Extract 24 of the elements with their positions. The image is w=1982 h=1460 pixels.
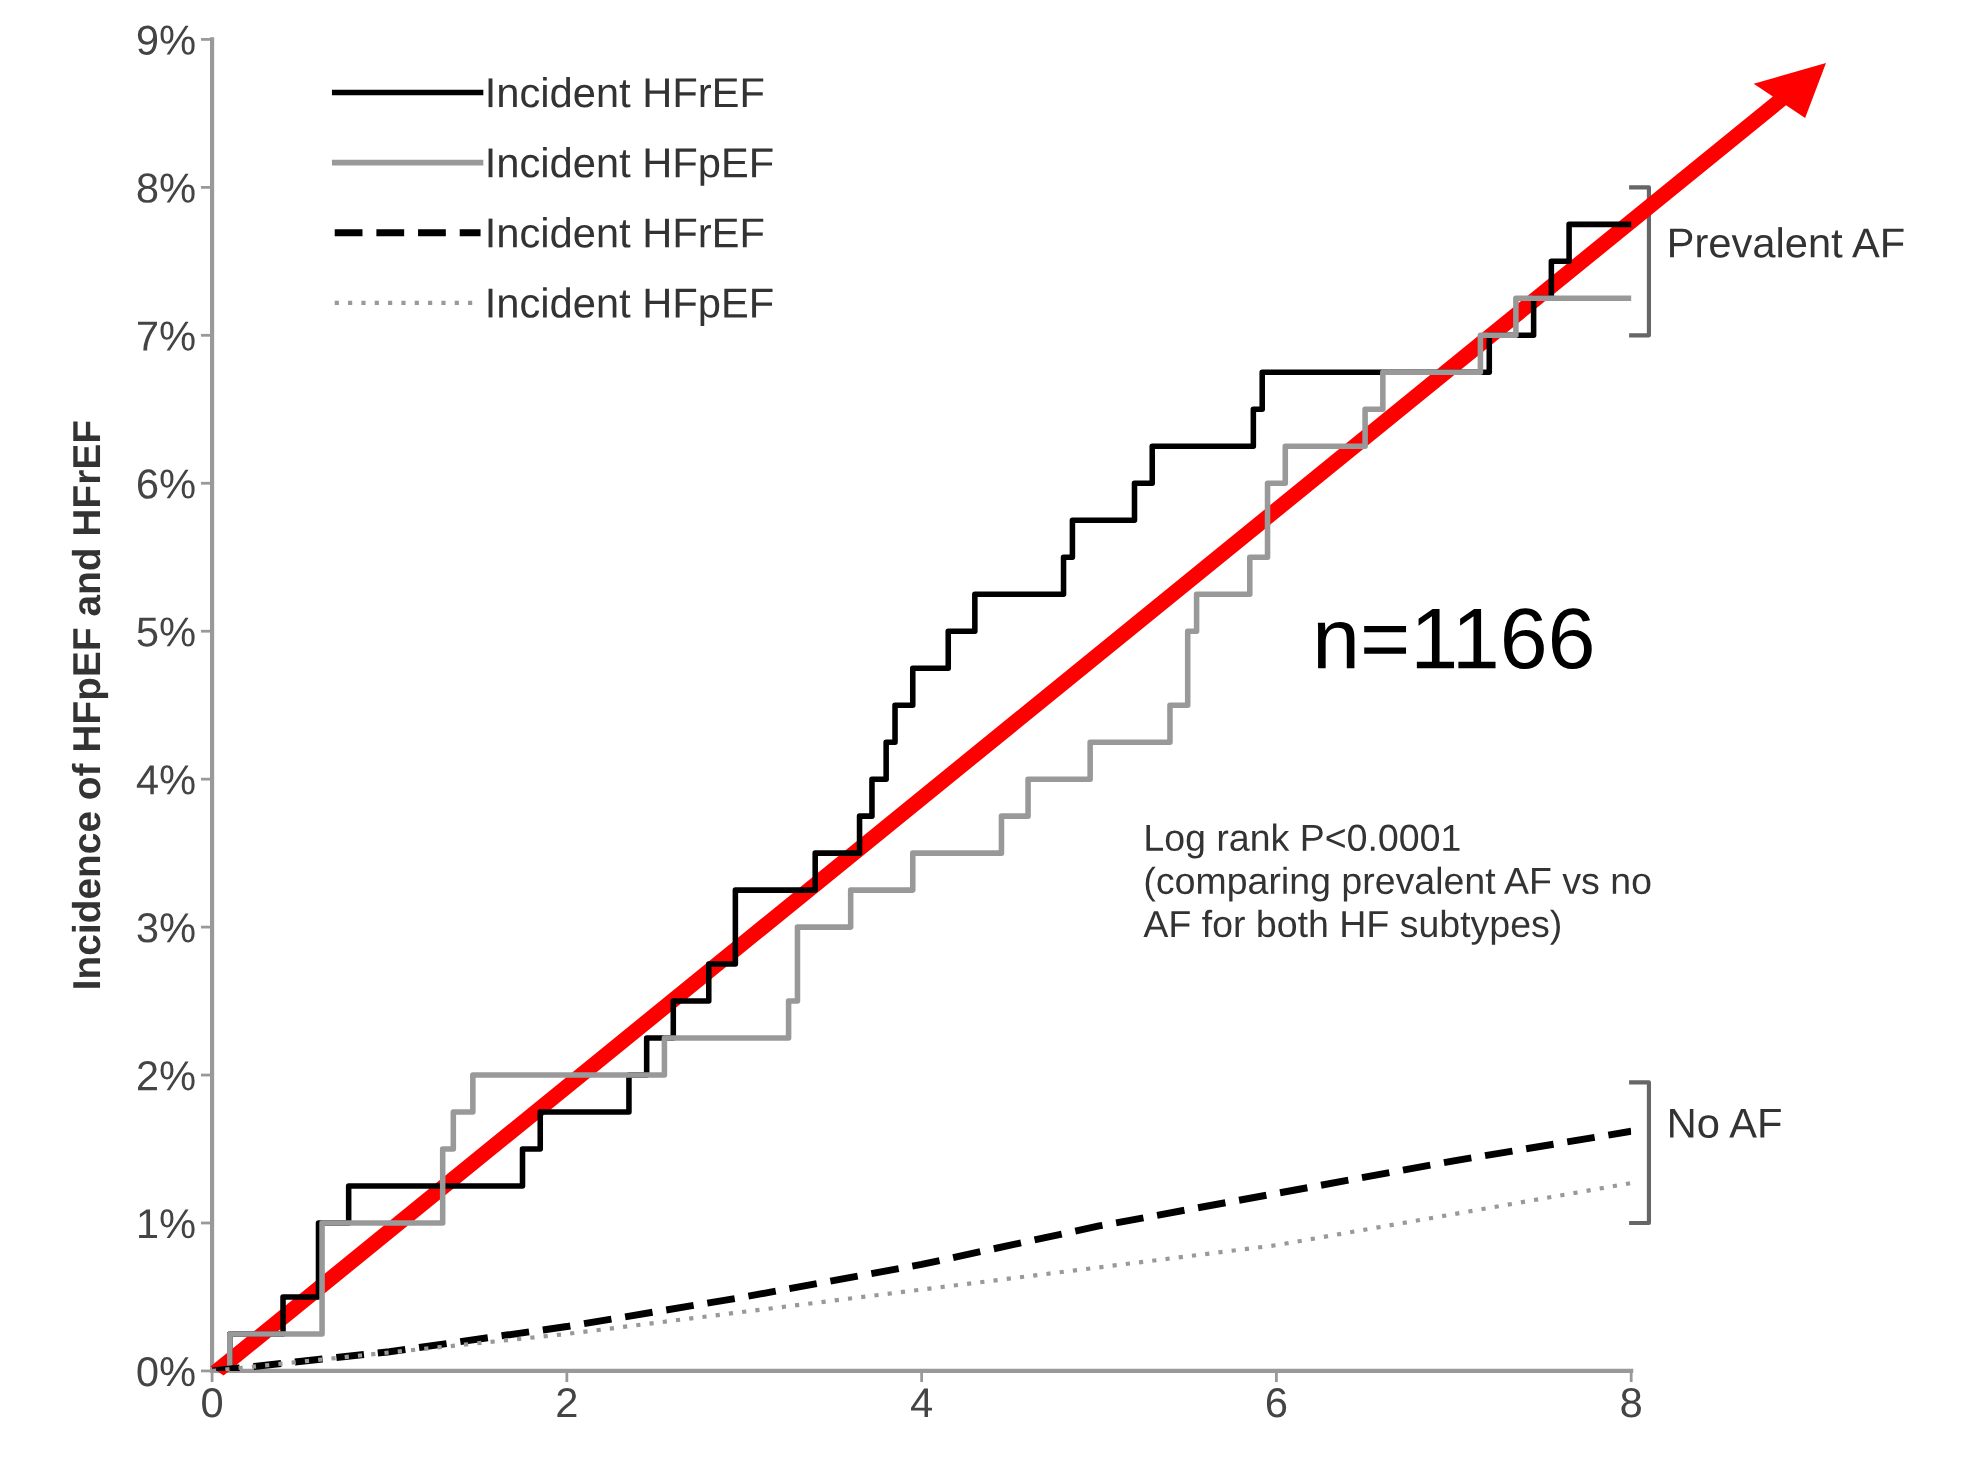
x-tick-label: 4 <box>911 1388 932 1418</box>
y-tick-label: 5% <box>137 617 195 647</box>
x-tick-label: 8 <box>1621 1388 1641 1418</box>
y-tick-label: 8% <box>137 173 195 203</box>
y-tick-label: 2% <box>137 1061 195 1091</box>
y-tick-label: 0% <box>137 1356 195 1387</box>
legend-label: Incident HFrEF <box>488 76 764 108</box>
annotation: Log rank P<0.0001 (comparing prevalent AF vs no AF for both HF subtypes) <box>1143 823 1651 945</box>
legend-label: Incident HFpEF <box>488 147 773 186</box>
y-axis-title: Incidence of HFpEF and HFrEF <box>71 421 109 988</box>
legend-label: Incident HFpEF <box>488 287 773 327</box>
x-tick-label: 6 <box>1266 1388 1287 1418</box>
x-tick-label: 2 <box>557 1388 577 1418</box>
y-tick-label: 7% <box>138 321 195 351</box>
annotation: n=1166 <box>1317 608 1592 670</box>
y-tick-label: 6% <box>138 469 195 499</box>
y-tick-label: 1% <box>139 1209 195 1239</box>
legend-label: Incident HFrEF <box>488 217 764 248</box>
text: Prevalent AF <box>1670 227 1904 258</box>
y-tick-label: 9% <box>137 25 195 55</box>
text: No AF <box>1670 1108 1781 1139</box>
x-tick-label: 0 <box>202 1388 223 1418</box>
y-tick-label: 4% <box>136 765 195 795</box>
y-tick-label: 3% <box>137 913 195 943</box>
